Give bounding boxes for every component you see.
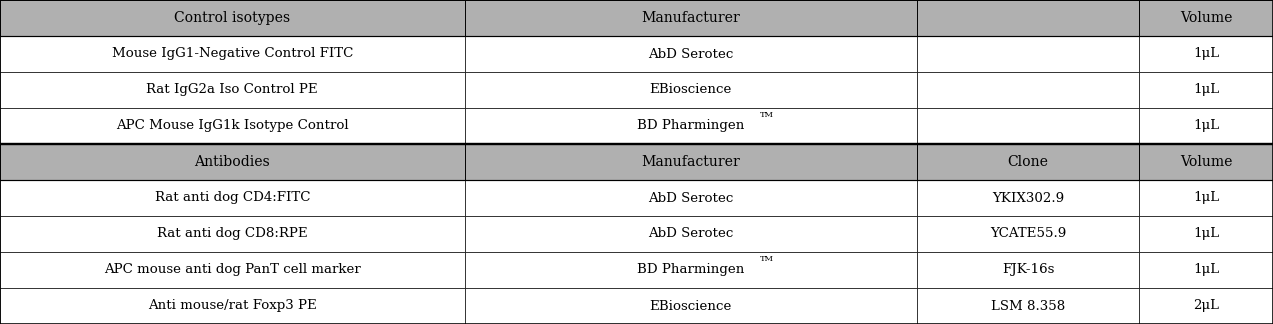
Text: 1μL: 1μL [1193, 120, 1220, 133]
Text: AbD Serotec: AbD Serotec [648, 191, 733, 204]
Bar [465, 144, 917, 180]
Text: Clone: Clone [1007, 155, 1049, 169]
Text: AbD Serotec: AbD Serotec [648, 227, 733, 240]
Text: Manufacturer: Manufacturer [642, 155, 740, 169]
Text: 1μL: 1μL [1193, 191, 1220, 204]
Bar [1139, 216, 1273, 252]
Text: FJK-16s: FJK-16s [1002, 263, 1054, 276]
Text: EBioscience: EBioscience [649, 299, 732, 313]
Bar [1139, 288, 1273, 324]
Bar [0, 36, 465, 72]
Text: 1μL: 1μL [1193, 48, 1220, 61]
Bar [0, 0, 465, 36]
Bar [917, 180, 1139, 216]
Bar [0, 108, 465, 144]
Text: 1μL: 1μL [1193, 84, 1220, 97]
Bar [1139, 108, 1273, 144]
Text: Control isotypes: Control isotypes [174, 11, 290, 25]
Text: EBioscience: EBioscience [649, 84, 732, 97]
Bar [917, 108, 1139, 144]
Bar [465, 216, 917, 252]
Text: Manufacturer: Manufacturer [642, 11, 740, 25]
Text: BD Pharmingen: BD Pharmingen [636, 263, 745, 276]
Bar [0, 144, 465, 180]
Bar [1139, 180, 1273, 216]
Text: LSM 8.358: LSM 8.358 [990, 299, 1066, 313]
Text: Volume: Volume [1180, 155, 1232, 169]
Text: Rat IgG2a Iso Control PE: Rat IgG2a Iso Control PE [146, 84, 318, 97]
Bar [1139, 0, 1273, 36]
Bar [1139, 72, 1273, 108]
Bar [0, 180, 465, 216]
Bar [0, 216, 465, 252]
Text: YKIX302.9: YKIX302.9 [992, 191, 1064, 204]
Text: AbD Serotec: AbD Serotec [648, 48, 733, 61]
Text: 2μL: 2μL [1193, 299, 1220, 313]
Bar [465, 72, 917, 108]
Bar [465, 252, 917, 288]
Text: APC mouse anti dog PanT cell marker: APC mouse anti dog PanT cell marker [104, 263, 360, 276]
Text: Anti mouse/rat Foxp3 PE: Anti mouse/rat Foxp3 PE [148, 299, 317, 313]
Bar [917, 36, 1139, 72]
Bar [465, 288, 917, 324]
Bar [1139, 252, 1273, 288]
Bar [917, 288, 1139, 324]
Bar [917, 252, 1139, 288]
Text: Rat anti dog CD4:FITC: Rat anti dog CD4:FITC [154, 191, 311, 204]
Bar [465, 36, 917, 72]
Text: Antibodies: Antibodies [195, 155, 270, 169]
Text: BD Pharmingen: BD Pharmingen [636, 120, 745, 133]
Text: Mouse IgG1-Negative Control FITC: Mouse IgG1-Negative Control FITC [112, 48, 353, 61]
Text: YCATE55.9: YCATE55.9 [990, 227, 1066, 240]
Text: APC Mouse IgG1k Isotype Control: APC Mouse IgG1k Isotype Control [116, 120, 349, 133]
Text: Volume: Volume [1180, 11, 1232, 25]
Bar [1139, 36, 1273, 72]
Bar [0, 252, 465, 288]
Text: TM: TM [760, 255, 774, 263]
Text: 1μL: 1μL [1193, 227, 1220, 240]
Bar [1139, 144, 1273, 180]
Bar [465, 180, 917, 216]
Bar [0, 288, 465, 324]
Bar [917, 216, 1139, 252]
Bar [465, 108, 917, 144]
Bar [917, 72, 1139, 108]
Text: 1μL: 1μL [1193, 263, 1220, 276]
Text: Rat anti dog CD8:RPE: Rat anti dog CD8:RPE [157, 227, 308, 240]
Bar [465, 0, 917, 36]
Bar [917, 144, 1139, 180]
Bar [917, 0, 1139, 36]
Bar [0, 72, 465, 108]
Text: TM: TM [760, 111, 774, 119]
